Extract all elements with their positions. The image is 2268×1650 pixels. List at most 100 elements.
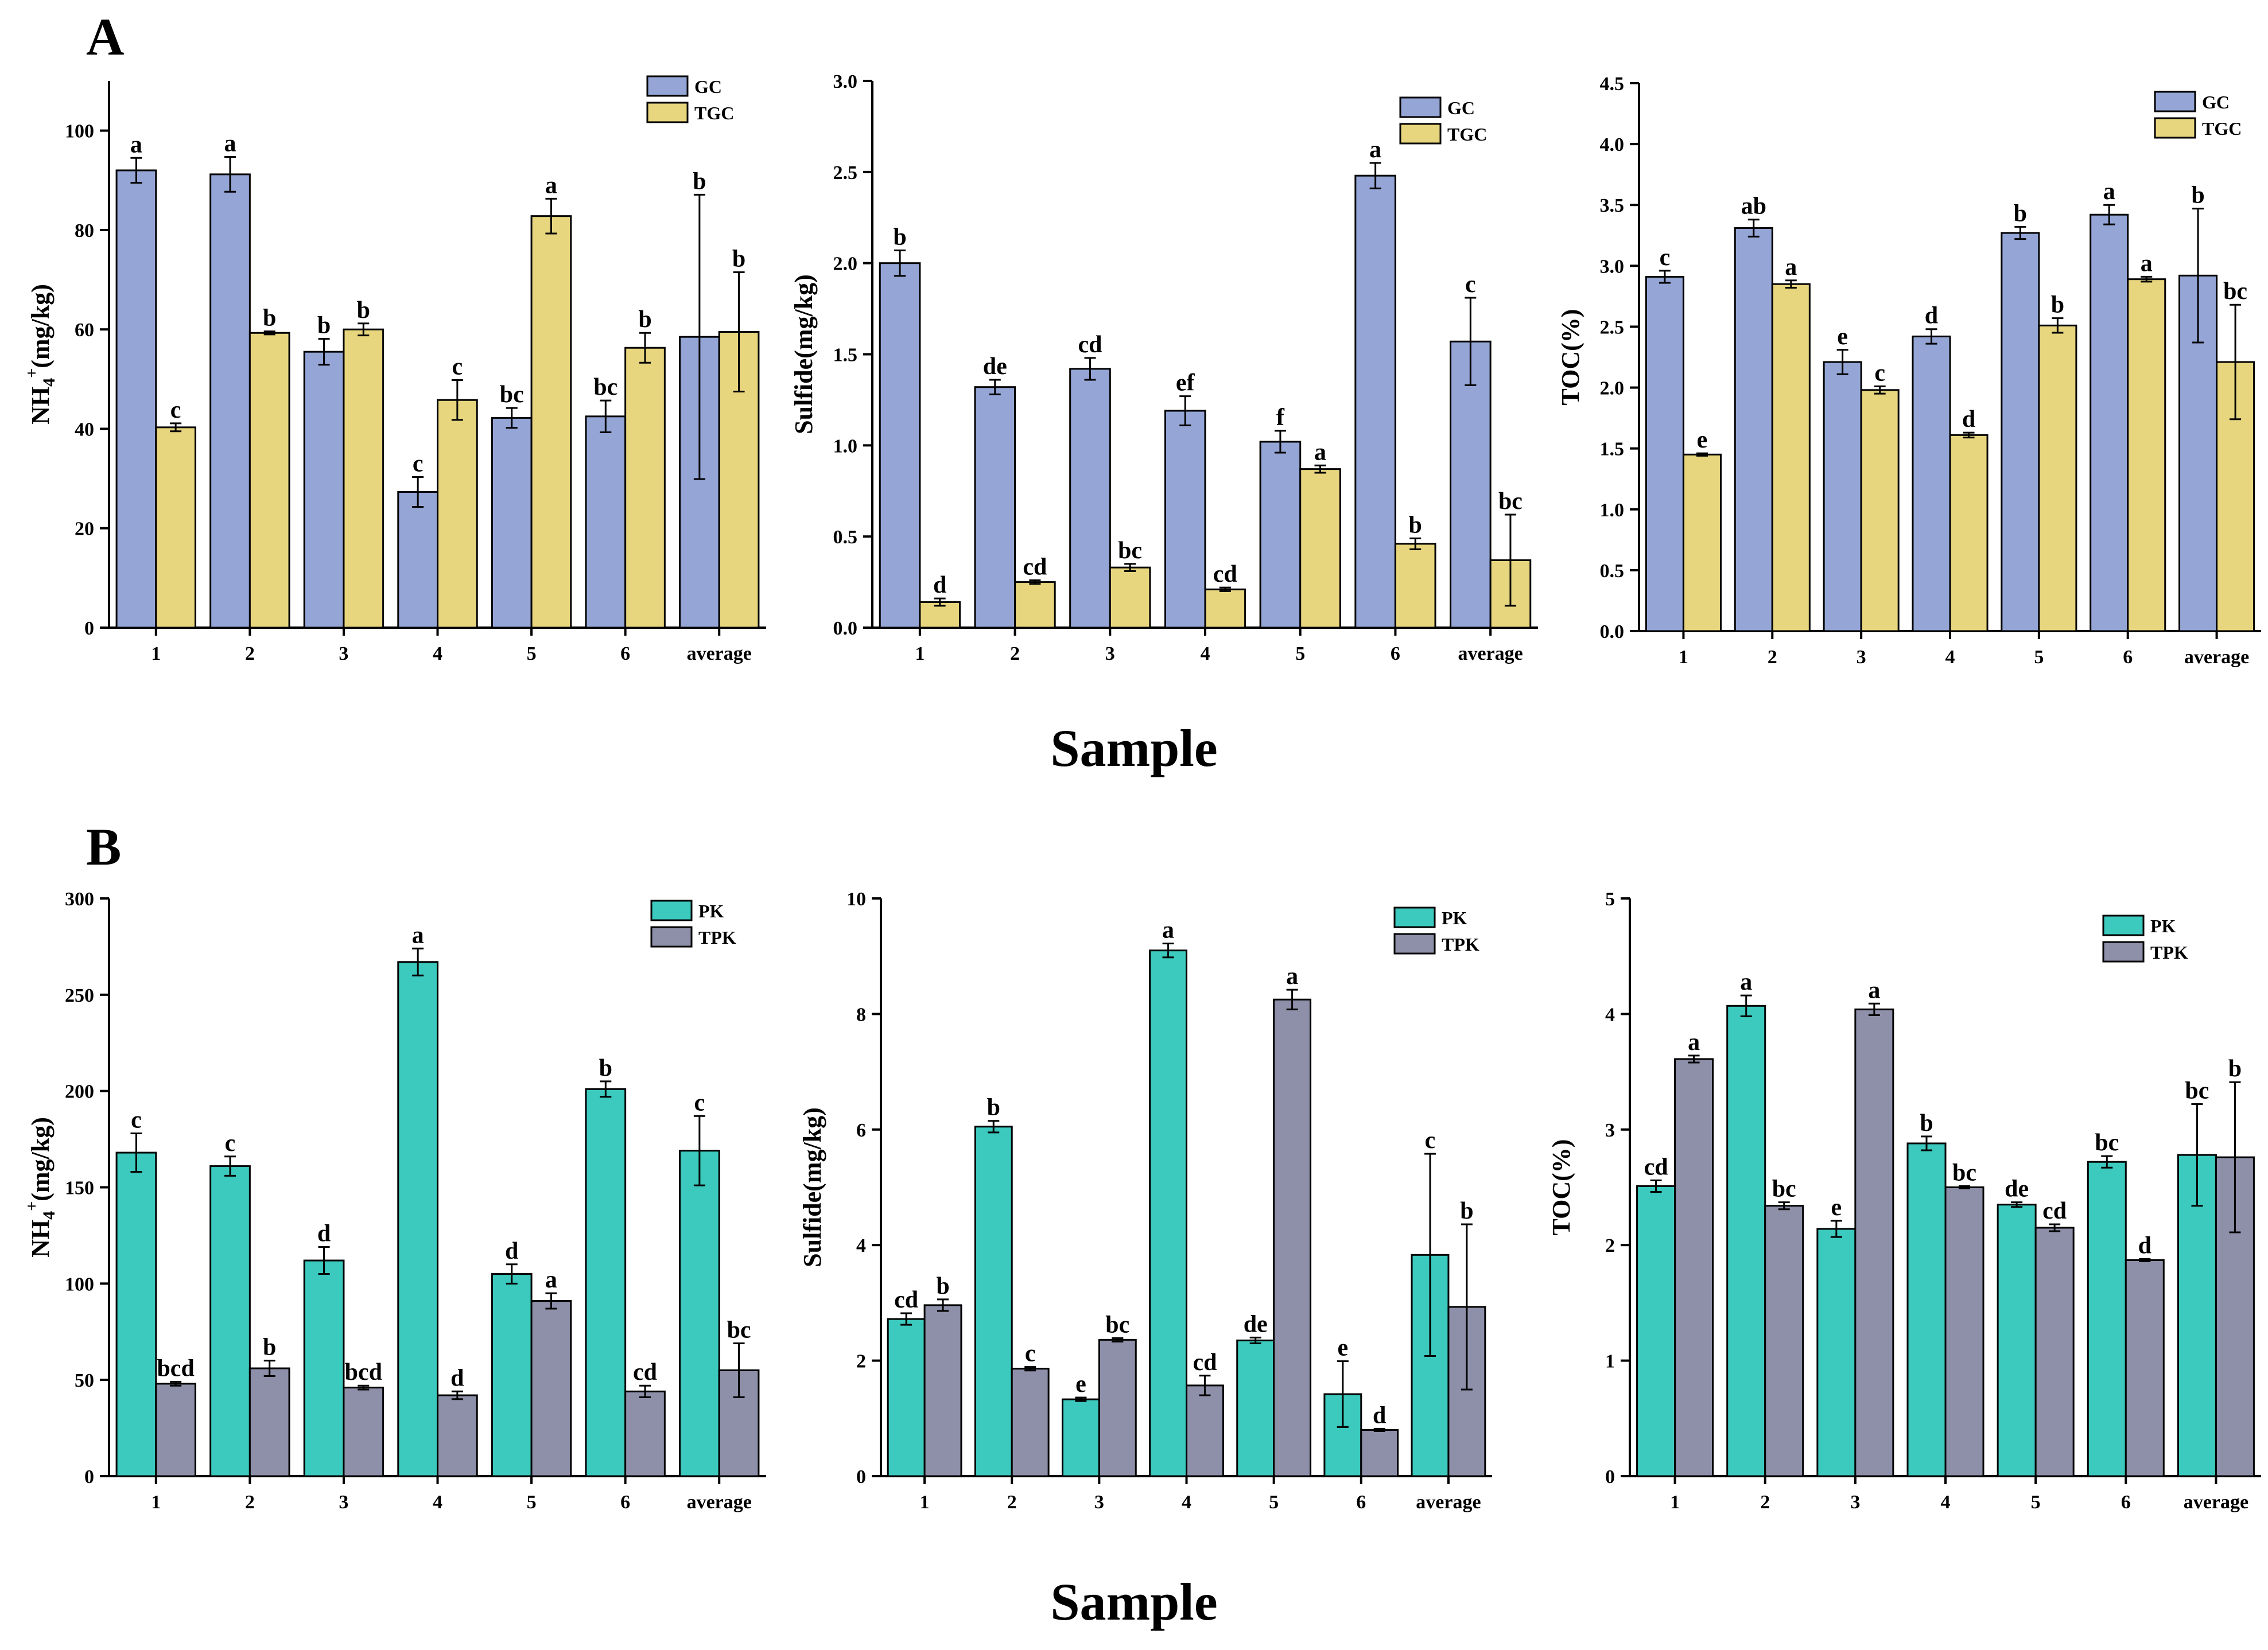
significance-label: de [983,353,1007,380]
bar-tpk-2 [1764,1205,1804,1477]
x-tick-label: 4 [433,1492,442,1513]
y-tick-label: 60 [75,320,94,341]
x-tick-label: 4 [1201,643,1210,664]
y-axis-label: NH4+(mg/kg) [22,284,59,425]
y-tick-label: 3.0 [833,71,858,92]
legend-label-gc: GC [2202,92,2230,112]
significance-label: a [1162,917,1174,944]
legend-label-gc: GC [1447,98,1475,118]
significance-label: bc [1498,488,1523,515]
bar-pk-1 [887,1318,926,1477]
bar-tgc-6 [2127,278,2166,632]
bar-tgc-3 [1109,566,1151,629]
bar-pk-average [679,1150,720,1477]
bar-pk-3 [303,1259,345,1477]
bar-tpk-2 [1011,1368,1050,1477]
bar-pk-4 [1906,1142,1947,1477]
bar-gc-3 [1069,368,1111,629]
bar-gc-5 [2001,232,2040,632]
y-tick-label: 4 [1605,1004,1615,1025]
x-tick-label: 1 [151,643,161,664]
x-tick-label: 1 [1670,1492,1680,1513]
chart-4: 0 50 100 150 200 250 300 NH4+(mg/kg) 1 2 3 4 5 6 avera… [22,889,766,1513]
significance-label: b [1460,1198,1473,1224]
significance-label: cd [894,1287,918,1313]
significance-label: b [599,1055,612,1081]
bar-pk-2 [1726,1005,1766,1477]
legend-swatch-gc [646,75,689,97]
legend-swatch-tgc [1399,123,1442,145]
significance-label: a [2141,250,2153,277]
y-tick-label: 0.0 [1600,621,1625,643]
significance-label: bc [1772,1176,1796,1203]
significance-label: e [1837,324,1848,350]
significance-label: bc [1105,1312,1129,1338]
bar-tpk-average [1447,1306,1486,1477]
bar-tgc-5 [1299,468,1341,629]
bar-gc-6 [2090,213,2129,632]
bar-pk-1 [1636,1185,1676,1477]
bar-gc-2 [974,386,1016,629]
significance-label: a [1868,977,1880,1003]
significance-label: bc [2223,278,2247,305]
x-tick-label: average [687,1492,752,1513]
significance-label: d [1373,1402,1386,1429]
legend-swatch-tpk [2102,941,2145,963]
legend-label-tpk: TPK [1442,934,1479,955]
y-tick-label: 40 [75,419,94,440]
bar-pk-6 [2087,1161,2127,1477]
y-tick-label: 20 [75,519,94,540]
y-axis-label: NH4+(mg/kg) [22,1117,59,1258]
significance-label: b [2191,182,2204,209]
legend-swatch-gc [1399,96,1442,118]
significance-label: b [2228,1056,2242,1082]
bar-tpk-1 [1674,1058,1714,1477]
legend-label-tgc: TGC [2202,118,2242,139]
x-tick-label: average [687,643,752,664]
significance-label: c [1874,360,1885,386]
x-tick-label: 6 [620,1492,630,1513]
bar-tpk-6 [1360,1429,1399,1477]
significance-label: e [1697,427,1708,453]
y-tick-label: 0 [856,1466,866,1488]
bar-tgc-1 [1682,453,1722,632]
chart-3: 0.0 0.5 1.0 1.5 2.0 2.5 3.0 3.5 4.0 4.5 TOC(%) 1 2 3 4… [1556,73,2261,668]
panel-label-b: B [86,818,121,876]
significance-label: b [263,305,276,332]
y-axis-label: Sulfide(mg/kg) [790,274,818,434]
bar-tpk-3 [1098,1338,1137,1477]
y-axis-label: TOC(%) [1556,309,1585,406]
x-tick-label: 4 [433,643,442,664]
significance-label: a [1369,137,1381,163]
significance-label: b [357,297,370,324]
bar-gc-5 [491,417,533,629]
significance-label: bc [1952,1159,1976,1186]
y-tick-label: 2.5 [1600,317,1625,338]
y-tick-label: 4.5 [1600,73,1625,95]
x-tick-label: 6 [1356,1492,1366,1513]
y-tick-label: 100 [65,121,94,142]
x-tick-label: 6 [1391,643,1400,664]
significance-label: b [732,246,745,273]
significance-label: b [638,306,651,333]
y-tick-label: 2.0 [833,254,858,275]
bar-tgc-5 [530,215,572,629]
significance-label: c [1425,1127,1436,1154]
x-tick-label: 2 [1760,1492,1770,1513]
legend-swatch-pk [650,900,693,921]
significance-label: e [1075,1371,1086,1398]
y-tick-label: 1.0 [833,435,858,457]
y-tick-label: 2.5 [833,162,858,184]
bar-tgc-2 [248,332,290,629]
y-tick-label: 4.0 [1600,134,1625,155]
x-tick-label: 3 [1094,1492,1104,1513]
x-tick-label: 4 [1941,1492,1951,1513]
significance-label: a [545,1267,557,1293]
bar-tgc-3 [1860,389,1900,632]
significance-label: a [545,172,557,199]
significance-label: a [2103,178,2115,205]
legend-swatch-tgc [646,102,689,123]
significance-label: bc [1118,538,1142,564]
